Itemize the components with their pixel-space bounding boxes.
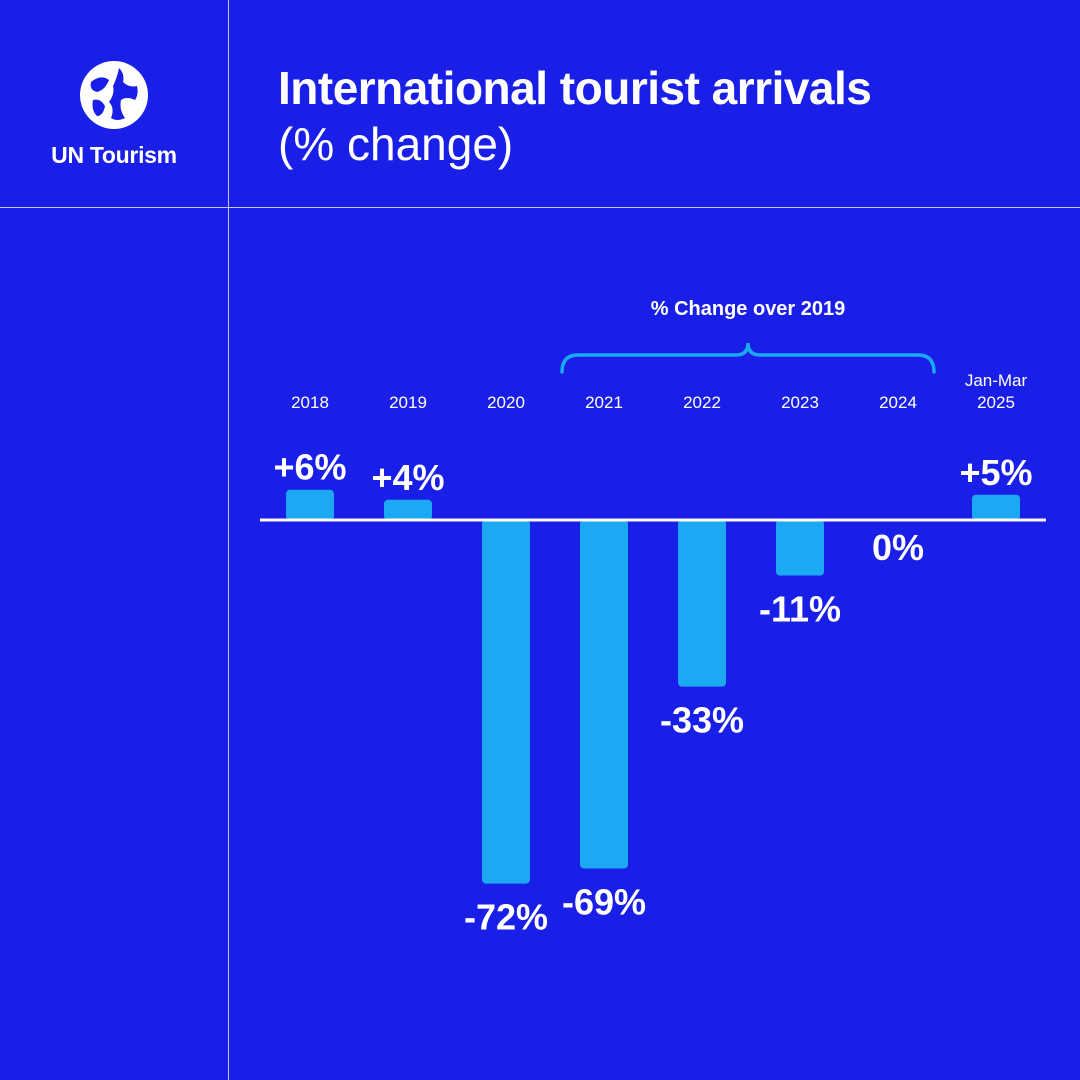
x-tick-label: 2023 bbox=[781, 393, 819, 412]
bar bbox=[776, 520, 824, 576]
bar bbox=[972, 494, 1020, 520]
bar bbox=[580, 520, 628, 869]
x-tick-label: 2018 bbox=[291, 393, 329, 412]
data-label: +6% bbox=[273, 447, 346, 488]
bar bbox=[384, 499, 432, 520]
data-label: -69% bbox=[562, 881, 646, 922]
horizontal-divider bbox=[0, 207, 1080, 208]
x-tick-label: 2024 bbox=[879, 393, 917, 412]
data-label: -33% bbox=[660, 700, 744, 741]
data-label: -11% bbox=[759, 589, 841, 630]
bar bbox=[678, 520, 726, 687]
data-label: +5% bbox=[959, 452, 1032, 493]
annotation-label: % Change over 2019 bbox=[651, 298, 846, 320]
x-tick-label: Jan-Mar 2025 bbox=[965, 371, 1028, 412]
x-tick-label: 2022 bbox=[683, 393, 721, 412]
page-title: International tourist arrivals bbox=[278, 62, 872, 114]
data-label: +4% bbox=[371, 457, 444, 498]
bar bbox=[482, 520, 530, 884]
x-tick-label: 2021 bbox=[585, 393, 623, 412]
data-label: 0% bbox=[872, 527, 924, 568]
x-tick-label: 2019 bbox=[389, 393, 427, 412]
x-tick-label: 2020 bbox=[487, 393, 525, 412]
annotation-brace bbox=[560, 342, 936, 374]
page-subtitle: (% change) bbox=[278, 118, 514, 170]
brand-logo: UN Tourism bbox=[0, 60, 228, 169]
un-tourism-logo-icon bbox=[80, 61, 148, 129]
vertical-divider bbox=[228, 0, 229, 1080]
brand-name: UN Tourism bbox=[51, 142, 177, 168]
bar bbox=[286, 489, 334, 520]
data-label: -72% bbox=[464, 897, 548, 938]
